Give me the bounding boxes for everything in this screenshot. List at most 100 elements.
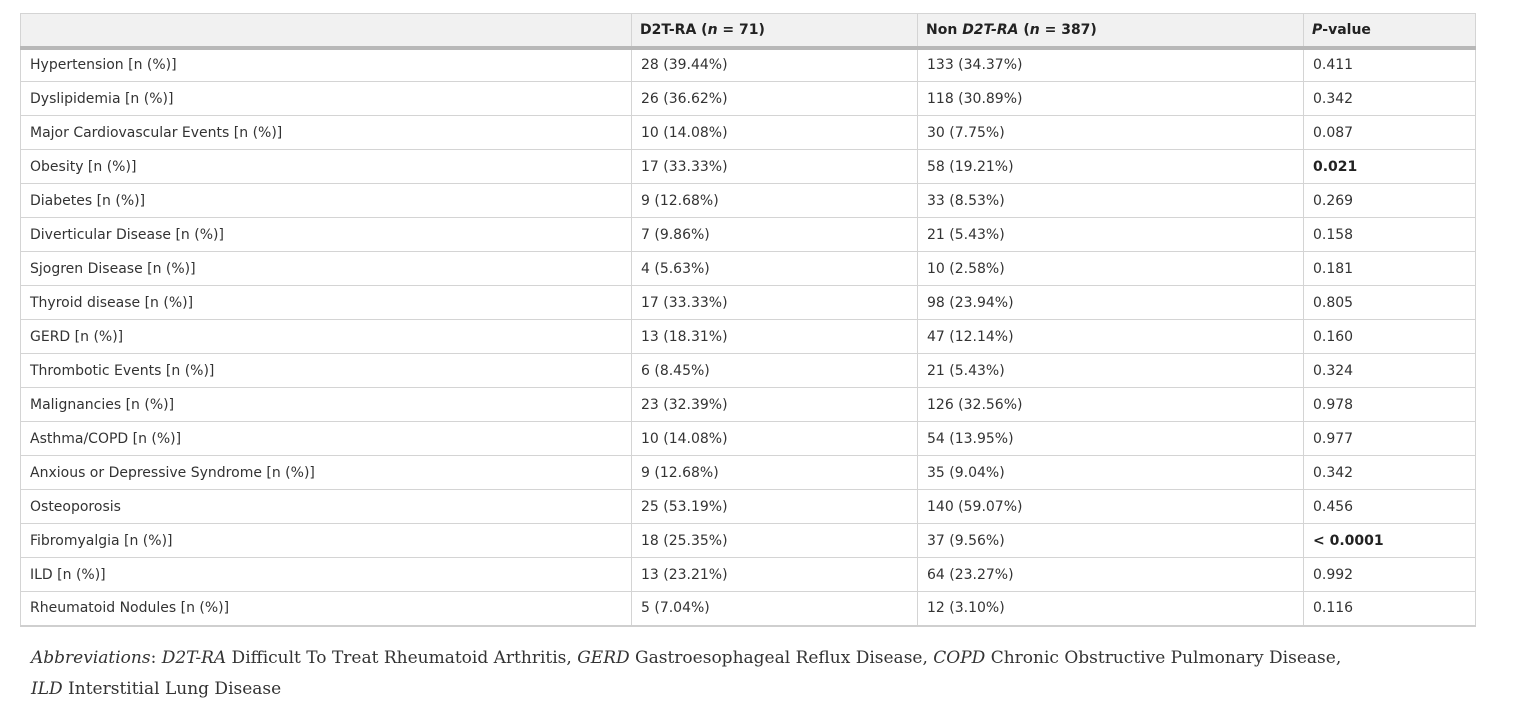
row-label: Osteoporosis — [20, 489, 632, 524]
header-d2t-ra: D2T-RA (n = 71) — [631, 13, 918, 50]
p-value: 0.977 — [1303, 421, 1476, 456]
p-value: 0.456 — [1303, 489, 1476, 524]
abbr-ild: ILD — [31, 679, 63, 699]
d2t-ra-value: 26 (36.62%) — [631, 81, 918, 116]
table-row: GERD [n (%)] 13 (18.31%) 47 (12.14%) 0.160 — [20, 319, 1476, 354]
p-value: 0.158 — [1303, 217, 1476, 252]
row-label: Asthma/COPD [n (%)] — [20, 421, 632, 456]
non-d2t-ra-value: 98 (23.94%) — [917, 285, 1304, 320]
row-label: Rheumatoid Nodules [n (%)] — [20, 591, 632, 627]
row-label: Major Cardiovascular Events [n (%)] — [20, 115, 632, 150]
d2t-ra-value: 5 (7.04%) — [631, 591, 918, 627]
table-row: Thyroid disease [n (%)] 17 (33.33%) 98 (23… — [20, 285, 1476, 320]
row-label: Obesity [n (%)] — [20, 149, 632, 184]
p-value: 0.181 — [1303, 251, 1476, 286]
p-value: 0.411 — [1303, 47, 1476, 82]
table-row: Fibromyalgia [n (%)] 18 (25.35%) 37 (9.56%… — [20, 523, 1476, 558]
d2t-ra-value: 6 (8.45%) — [631, 353, 918, 388]
p-value: 0.992 — [1303, 557, 1476, 592]
def-ild: Interstitial Lung Disease — [62, 679, 282, 699]
non-d2t-ra-value: 64 (23.27%) — [917, 557, 1304, 592]
p-value: 0.021 — [1303, 149, 1476, 184]
comorbidity-table: D2T-RA (n = 71) Non D2T-RA (n = 387) P-v… — [20, 13, 1476, 627]
non-d2t-ra-value: 37 (9.56%) — [917, 523, 1304, 558]
non-d2t-ra-value: 33 (8.53%) — [917, 183, 1304, 218]
table-row: Rheumatoid Nodules [n (%)] 5 (7.04%) 12 (3… — [20, 591, 1476, 627]
row-label: Anxious or Depressive Syndrome [n (%)] — [20, 455, 632, 490]
non-d2t-ra-value: 140 (59.07%) — [917, 489, 1304, 524]
table-row: Asthma/COPD [n (%)] 10 (14.08%) 54 (13.95%… — [20, 421, 1476, 456]
row-label: Diabetes [n (%)] — [20, 183, 632, 218]
footnote-colon: : — [150, 648, 162, 668]
non-d2t-ra-value: 12 (3.10%) — [917, 591, 1304, 627]
p-value: 0.342 — [1303, 81, 1476, 116]
non-d2t-ra-value: 21 (5.43%) — [917, 217, 1304, 252]
d2t-ra-value: 23 (32.39%) — [631, 387, 918, 422]
non-d2t-ra-value: 54 (13.95%) — [917, 421, 1304, 456]
d2t-ra-value: 10 (14.08%) — [631, 421, 918, 456]
non-d2t-ra-value: 35 (9.04%) — [917, 455, 1304, 490]
p-value: 0.269 — [1303, 183, 1476, 218]
p-value: 0.978 — [1303, 387, 1476, 422]
row-label: Sjogren Disease [n (%)] — [20, 251, 632, 286]
table-row: Thrombotic Events [n (%)] 6 (8.45%) 21 (5.… — [20, 353, 1476, 388]
d2t-ra-value: 4 (5.63%) — [631, 251, 918, 286]
row-label: Fibromyalgia [n (%)] — [20, 523, 632, 558]
abbr-copd: COPD — [933, 648, 986, 668]
def-copd: Chronic Obstructive Pulmonary Disease, — [985, 648, 1342, 668]
d2t-ra-value: 25 (53.19%) — [631, 489, 918, 524]
non-d2t-ra-value: 30 (7.75%) — [917, 115, 1304, 150]
p-value: 0.342 — [1303, 455, 1476, 490]
d2t-ra-value: 9 (12.68%) — [631, 455, 918, 490]
row-label: Thyroid disease [n (%)] — [20, 285, 632, 320]
abbreviations-footnote: Abbreviations: D2T-RA Difficult To Treat… — [31, 643, 1481, 705]
abbr-d2t-ra: D2T-RA — [161, 648, 227, 668]
non-d2t-ra-value: 21 (5.43%) — [917, 353, 1304, 388]
d2t-ra-value: 13 (23.21%) — [631, 557, 918, 592]
table-header-row: D2T-RA (n = 71) Non D2T-RA (n = 387) P-v… — [20, 13, 1476, 50]
d2t-ra-value: 13 (18.31%) — [631, 319, 918, 354]
row-label: GERD [n (%)] — [20, 319, 632, 354]
row-label: Malignancies [n (%)] — [20, 387, 632, 422]
d2t-ra-value: 10 (14.08%) — [631, 115, 918, 150]
table-row: Diabetes [n (%)] 9 (12.68%) 33 (8.53%) 0.26… — [20, 183, 1476, 218]
row-label: Thrombotic Events [n (%)] — [20, 353, 632, 388]
p-value: 0.087 — [1303, 115, 1476, 150]
d2t-ra-value: 17 (33.33%) — [631, 149, 918, 184]
p-value: 0.805 — [1303, 285, 1476, 320]
non-d2t-ra-value: 133 (34.37%) — [917, 47, 1304, 82]
header-p-value: P-value — [1303, 13, 1476, 50]
table-row: Anxious or Depressive Syndrome [n (%)] 9 … — [20, 455, 1476, 490]
table-row: Diverticular Disease [n (%)] 7 (9.86%) 21 … — [20, 217, 1476, 252]
p-value: 0.324 — [1303, 353, 1476, 388]
abbr-gerd: GERD — [577, 648, 630, 668]
table-row: Dyslipidemia [n (%)] 26 (36.62%) 118 (30.8… — [20, 81, 1476, 116]
row-label: Dyslipidemia [n (%)] — [20, 81, 632, 116]
table-row: Sjogren Disease [n (%)] 4 (5.63%) 10 (2.58… — [20, 251, 1476, 286]
non-d2t-ra-value: 10 (2.58%) — [917, 251, 1304, 286]
d2t-ra-value: 18 (25.35%) — [631, 523, 918, 558]
d2t-ra-value: 7 (9.86%) — [631, 217, 918, 252]
footnote-lead: Abbreviations — [31, 648, 151, 668]
table-body: Hypertension [n (%)] 28 (39.44%) 133 (34.3… — [20, 47, 1476, 627]
d2t-ra-value: 9 (12.68%) — [631, 183, 918, 218]
table-row: Major Cardiovascular Events [n (%)] 10 (1… — [20, 115, 1476, 150]
row-label: Diverticular Disease [n (%)] — [20, 217, 632, 252]
def-gerd: Gastroesophageal Reflux Disease, — [629, 648, 934, 668]
row-label: Hypertension [n (%)] — [20, 47, 632, 82]
table-row: Malignancies [n (%)] 23 (32.39%) 126 (32.5… — [20, 387, 1476, 422]
row-label: ILD [n (%)] — [20, 557, 632, 592]
table-row: ILD [n (%)] 13 (23.21%) 64 (23.27%) 0.992 — [20, 557, 1476, 592]
d2t-ra-value: 28 (39.44%) — [631, 47, 918, 82]
non-d2t-ra-value: 118 (30.89%) — [917, 81, 1304, 116]
header-label-column — [20, 13, 632, 50]
p-value: 0.116 — [1303, 591, 1476, 627]
p-value: < 0.0001 — [1303, 523, 1476, 558]
table-row: Hypertension [n (%)] 28 (39.44%) 133 (34.3… — [20, 47, 1476, 82]
table-row: Obesity [n (%)] 17 (33.33%) 58 (19.21%) 0.0… — [20, 149, 1476, 184]
header-non-d2t-ra: Non D2T-RA (n = 387) — [917, 13, 1304, 50]
p-value: 0.160 — [1303, 319, 1476, 354]
non-d2t-ra-value: 47 (12.14%) — [917, 319, 1304, 354]
non-d2t-ra-value: 58 (19.21%) — [917, 149, 1304, 184]
d2t-ra-value: 17 (33.33%) — [631, 285, 918, 320]
